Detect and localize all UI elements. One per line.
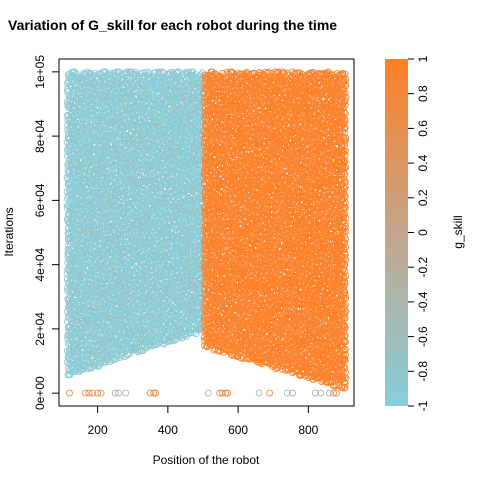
data-point — [75, 368, 83, 375]
data-point — [82, 210, 90, 217]
data-point — [64, 327, 72, 335]
data-point — [88, 343, 96, 351]
data-point — [73, 347, 81, 355]
chart-title: Variation of G_skill for each robot duri… — [8, 17, 337, 33]
data-point — [71, 68, 78, 76]
data-point — [70, 257, 78, 265]
data-point — [86, 272, 94, 280]
data-point — [73, 205, 81, 213]
data-point — [75, 325, 82, 333]
points-layer — [63, 68, 350, 397]
